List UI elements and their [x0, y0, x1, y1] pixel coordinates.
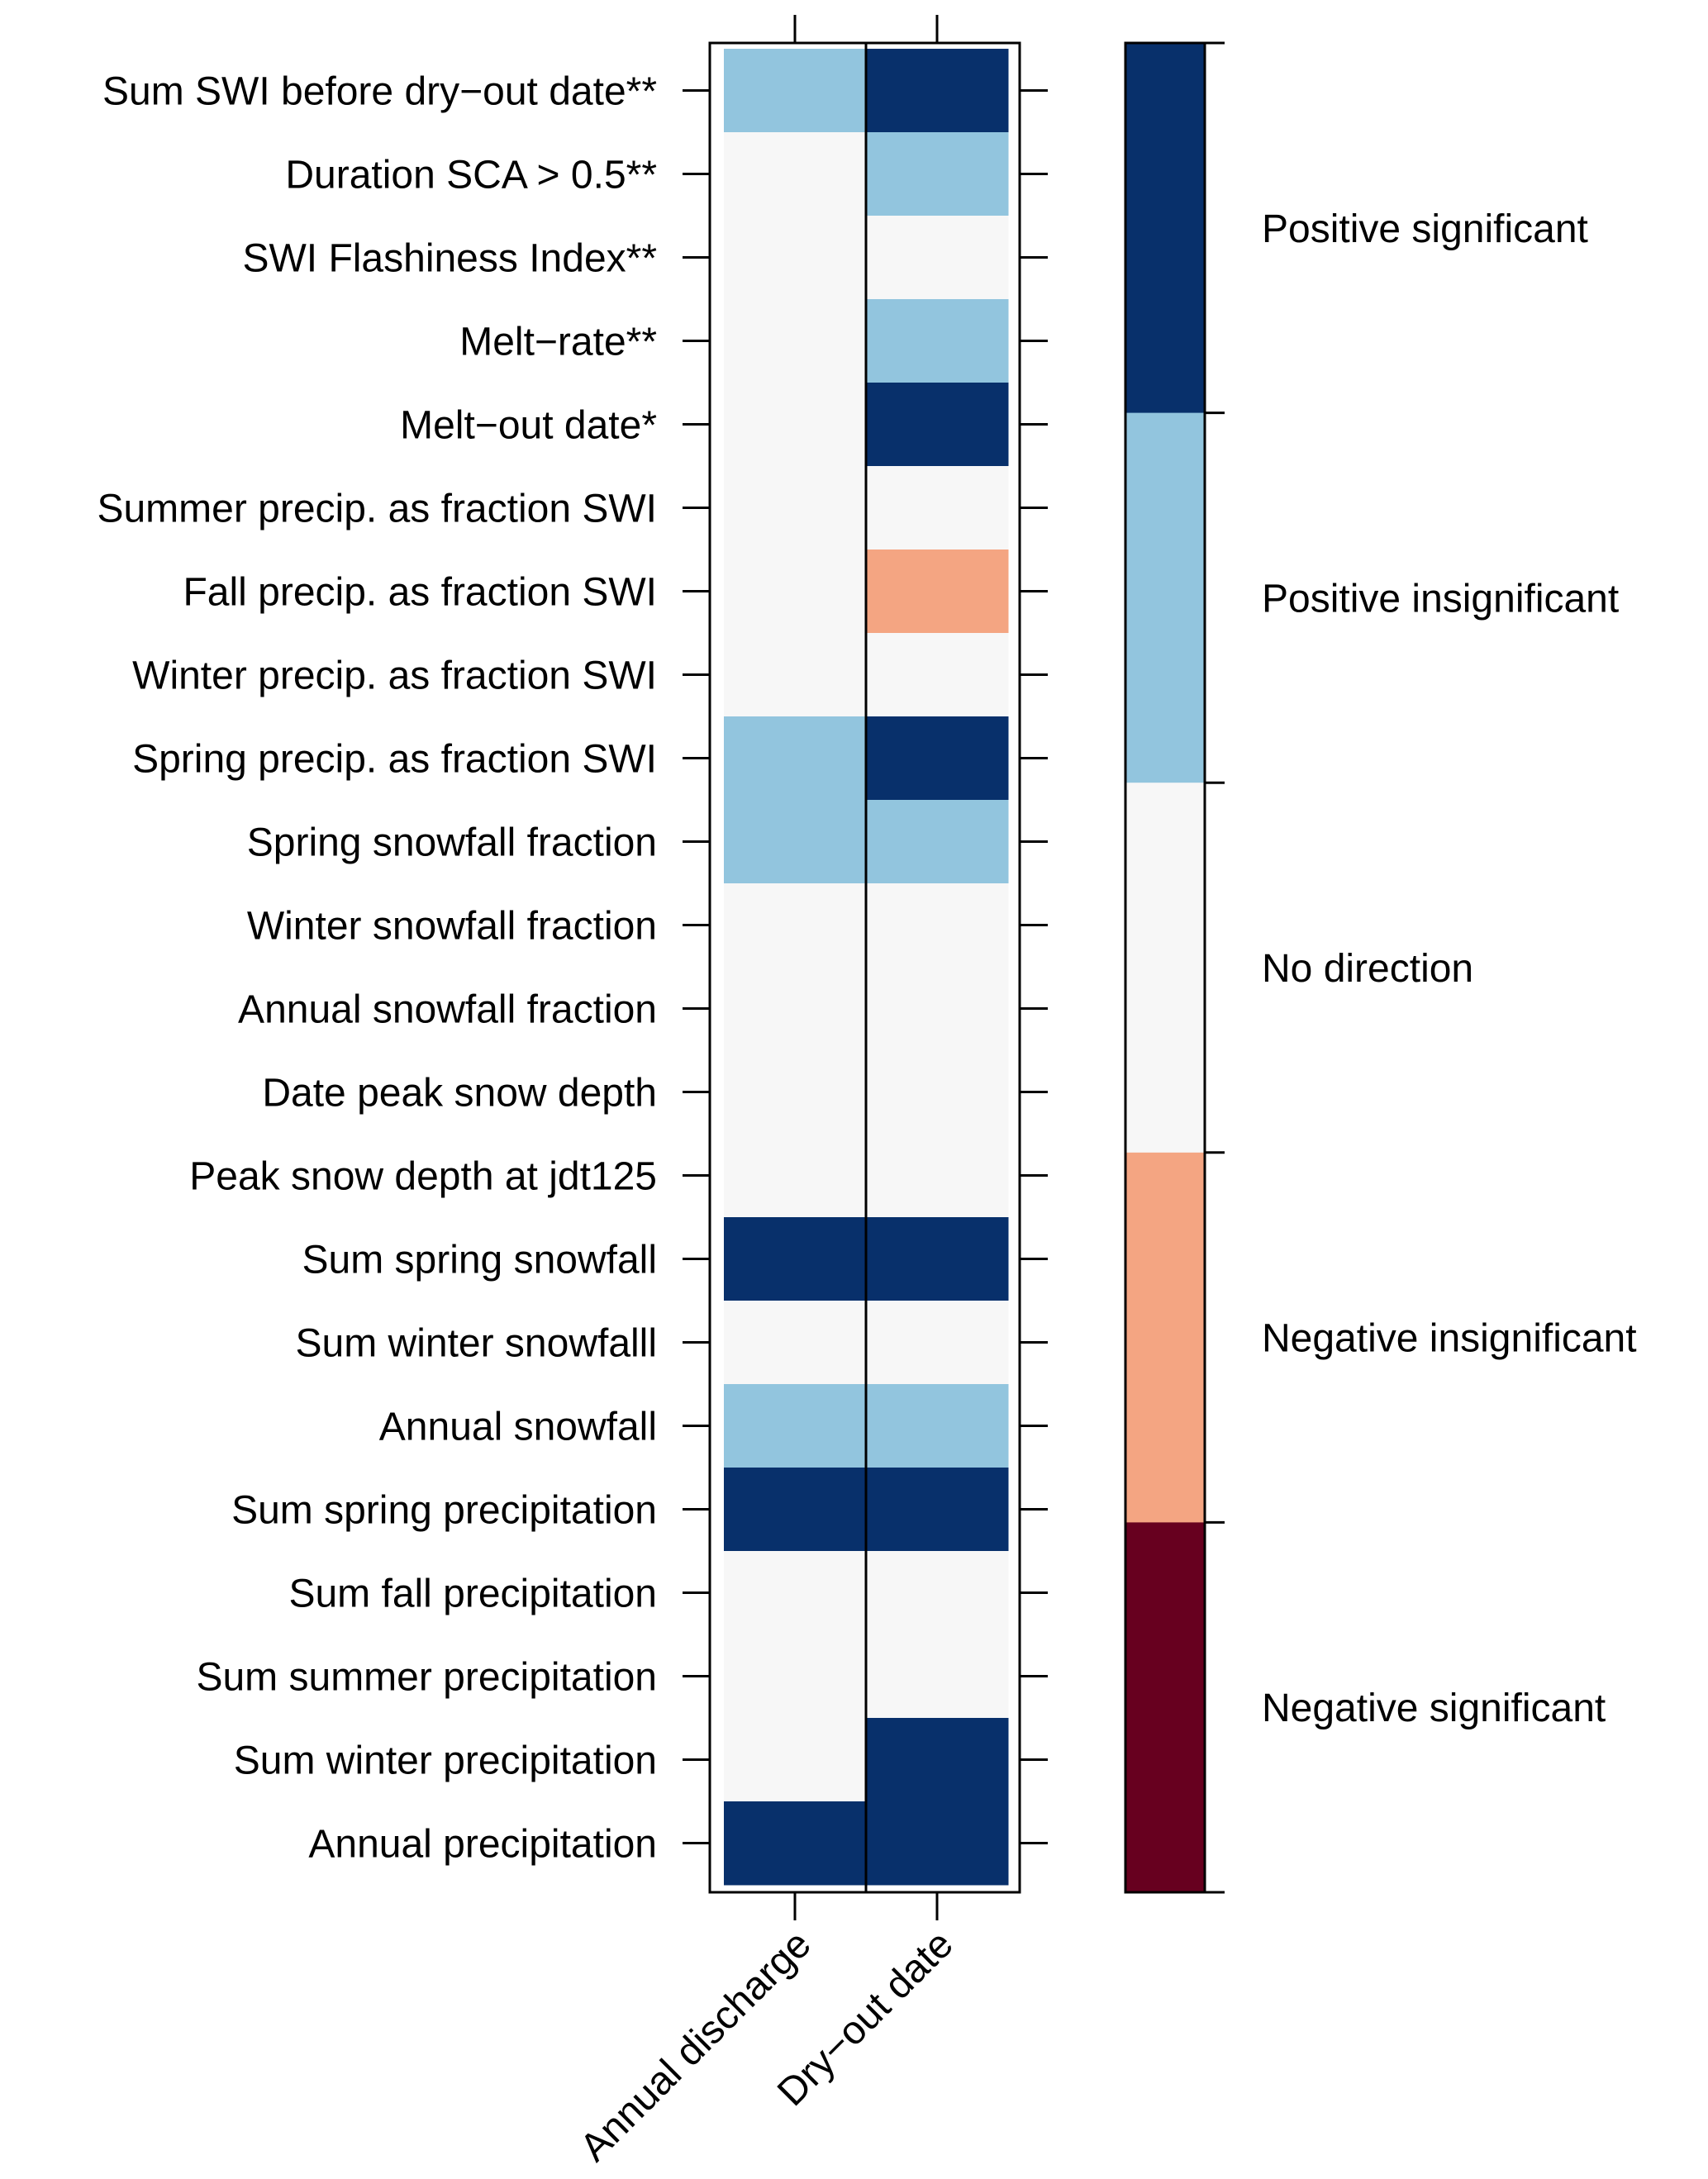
- heatmap-cell: [866, 1050, 1009, 1135]
- heatmap-cell: [866, 132, 1009, 216]
- heatmap-cell: [866, 1384, 1009, 1468]
- heatmap-cell: [866, 716, 1009, 801]
- heatmap-cell: [866, 1718, 1009, 1802]
- heatmap-cell: [866, 967, 1009, 1051]
- row-label: Sum fall precipitation: [288, 1572, 657, 1616]
- row-label: Winter precip. as fraction SWI: [132, 654, 657, 698]
- heatmap-cell: [724, 1134, 867, 1218]
- heatmap-cells: [708, 41, 1021, 1894]
- column-label: Annual discharge: [572, 1922, 820, 2170]
- heatmap-cell: [866, 466, 1009, 550]
- heatmap-cell: [724, 716, 867, 801]
- heatmap-cell: [724, 1801, 867, 1886]
- heatmap-cell: [866, 1801, 1009, 1886]
- legend-swatch: [1125, 1522, 1205, 1893]
- row-label: SWI Flashiness Index**: [242, 237, 657, 281]
- heatmap-cell: [724, 800, 867, 884]
- row-label: Melt−out date*: [400, 404, 657, 448]
- row-label: Sum spring snowfall: [302, 1239, 657, 1282]
- heatmap-cell: [866, 883, 1009, 968]
- heatmap-cell: [866, 1551, 1009, 1635]
- heatmap-cell: [866, 1217, 1009, 1301]
- legend-label: Negative insignificant: [1262, 1317, 1637, 1361]
- legend-swatch: [1125, 1152, 1205, 1523]
- heatmap-cell: [724, 1050, 867, 1135]
- heatmap-cell: [866, 1134, 1009, 1218]
- legend: Positive significant Positive insignifica…: [1124, 41, 1637, 1894]
- heatmap-cell: [724, 550, 867, 634]
- heatmap-cell: [724, 1468, 867, 1552]
- legend-swatch: [1125, 783, 1205, 1154]
- heatmap-cell: [866, 550, 1009, 634]
- heatmap-cell: [866, 1468, 1009, 1552]
- heatmap-cell: [724, 633, 867, 717]
- row-label: Annual snowfall fraction: [238, 988, 657, 1032]
- heatmap-cell: [866, 800, 1009, 884]
- legend-label: Positive insignificant: [1262, 577, 1619, 621]
- row-label: Melt−rate**: [459, 321, 657, 364]
- heatmap-cell: [724, 132, 867, 216]
- heatmap-cell: [866, 1634, 1009, 1719]
- heatmap-cell: [724, 1384, 867, 1468]
- heatmap-cell: [724, 883, 867, 968]
- legend-label: No direction: [1262, 947, 1473, 991]
- axis-ticks: [683, 15, 1048, 1920]
- row-label: Summer precip. as fraction SWI: [97, 488, 657, 531]
- heatmap-cell: [724, 383, 867, 467]
- row-label: Sum SWI before dry−out date**: [102, 70, 657, 114]
- row-label: Date peak snow depth: [262, 1072, 657, 1116]
- row-labels: Sum SWI before dry−out date** Duration SC…: [97, 70, 657, 1867]
- heatmap-cell: [724, 1634, 867, 1719]
- row-label: Sum spring precipitation: [231, 1489, 657, 1533]
- heatmap-cell: [866, 49, 1009, 133]
- heatmap-cell: [866, 299, 1009, 383]
- row-label: Winter snowfall fraction: [247, 905, 657, 949]
- heatmap-cell: [866, 216, 1009, 300]
- heatmap-cell: [724, 967, 867, 1051]
- legend-swatch: [1125, 43, 1205, 414]
- row-label: Annual snowfall: [379, 1406, 657, 1449]
- row-label: Spring snowfall fraction: [247, 821, 657, 865]
- heatmap-cell: [866, 383, 1009, 467]
- row-label: Spring precip. as fraction SWI: [132, 738, 657, 782]
- legend-swatch: [1125, 412, 1205, 783]
- heatmap-cell: [724, 466, 867, 550]
- heatmap-cell: [724, 1301, 867, 1385]
- row-label: Peak snow depth at jdt125: [189, 1155, 657, 1199]
- heatmap-cell: [724, 1551, 867, 1635]
- legend-frame: [1124, 41, 1206, 1894]
- row-label: Sum winter snowfalll: [296, 1322, 657, 1366]
- heatmap-cell: [724, 299, 867, 383]
- heatmap-cell: [866, 1301, 1009, 1385]
- legend-label: Positive significant: [1262, 207, 1588, 251]
- row-label: Annual precipitation: [308, 1823, 657, 1867]
- heatmap-cell: [724, 216, 867, 300]
- legend-label: Negative significant: [1262, 1687, 1606, 1730]
- plot-frame: [708, 41, 1021, 1894]
- heatmap-cell: [724, 1718, 867, 1802]
- heatmap-cell: [724, 49, 867, 133]
- row-label: Sum winter precipitation: [234, 1739, 657, 1783]
- heatmap-cell: [866, 633, 1009, 717]
- row-label: Duration SCA > 0.5**: [285, 154, 657, 197]
- row-label: Fall precip. as fraction SWI: [183, 571, 657, 615]
- heatmap-cell: [724, 1217, 867, 1301]
- row-label: Sum summer precipitation: [196, 1656, 657, 1700]
